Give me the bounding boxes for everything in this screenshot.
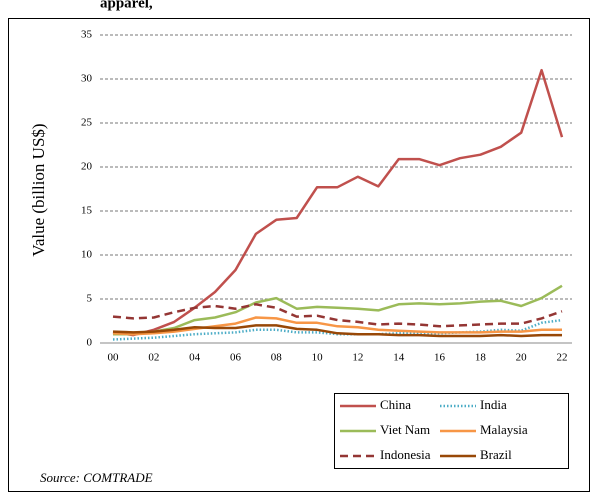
series-line [112, 316, 562, 336]
x-tick-label: 14 [393, 352, 405, 364]
x-tick-label: 20 [516, 352, 528, 364]
y-tick-label: 35 [81, 29, 93, 41]
series-line [113, 284, 563, 336]
y-tick-label: 15 [81, 205, 93, 217]
y-tick-label: 20 [81, 161, 93, 173]
source-note: Source: COMTRADE [40, 470, 153, 485]
x-tick-label: 10 [312, 352, 324, 364]
x-tick-label: 12 [352, 352, 363, 364]
legend-label: Indonesia [380, 447, 431, 462]
y-tick-label: 10 [81, 249, 93, 261]
x-tick-label: 04 [189, 352, 201, 364]
series-line [112, 324, 562, 338]
x-tick-label: 00 [108, 352, 120, 364]
x-tick-label: 18 [475, 352, 487, 364]
x-tick-label: 02 [148, 352, 159, 364]
y-tick-label: 30 [81, 73, 93, 85]
chart-title: apparel, [100, 0, 153, 11]
x-tick-label: 16 [434, 352, 446, 364]
frame [8, 18, 590, 492]
y-tick-label: 5 [87, 293, 93, 305]
legend-label: Brazil [480, 447, 512, 462]
legend-label: Viet Nam [380, 422, 430, 437]
y-axis-label: Value (billion US$) [29, 123, 48, 256]
y-tick-label: 25 [81, 117, 93, 129]
x-tick-label: 22 [557, 352, 568, 364]
legend-label: Malaysia [480, 422, 528, 437]
legend-label: India [480, 397, 507, 412]
series-line [112, 303, 563, 328]
x-tick-label: 06 [230, 352, 242, 364]
series-line [112, 68, 564, 337]
legend-label: China [380, 397, 411, 412]
x-tick-label: 08 [271, 352, 283, 364]
y-tick-label: 0 [87, 337, 93, 349]
